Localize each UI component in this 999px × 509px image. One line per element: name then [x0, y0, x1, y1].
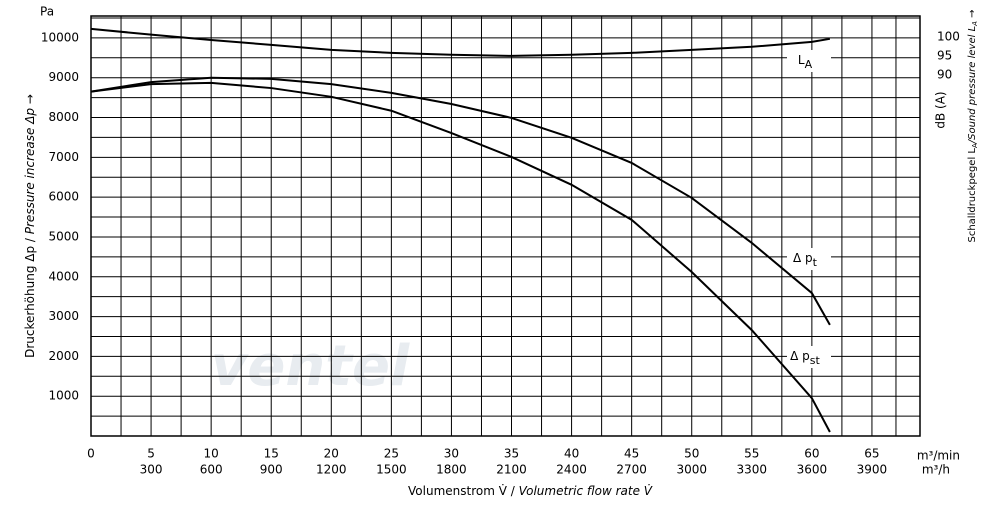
legend-name: Δ p [793, 251, 813, 265]
x-tick-label: 5 [147, 447, 155, 461]
x-label: Volumenstrom V̇ / Volumetric flow rate V… [408, 483, 653, 497]
y-tick-label: 9000 [48, 70, 79, 84]
x2-tick-label: 1500 [376, 463, 407, 477]
x2-tick-label: 1200 [316, 463, 347, 477]
x-tick-label: 60 [804, 447, 819, 461]
y-tick-label: 7000 [48, 150, 79, 164]
x-tick-label: 55 [744, 447, 759, 461]
legend-entry: Δ pt [793, 251, 818, 270]
x-tick-label: 45 [624, 447, 639, 461]
x-tick-label: 0 [87, 447, 95, 461]
plot-frame [90, 15, 921, 437]
y-tick-label: 5000 [48, 229, 79, 243]
y-tick-label: 1000 [48, 389, 79, 403]
x2-tick-label: 600 [200, 463, 223, 477]
y-unit: Pa [40, 5, 54, 19]
y-label: Druckerhöhung Δp / Pressure increase Δp … [23, 94, 37, 358]
label-bg [787, 248, 831, 270]
legend-entry: LA [798, 53, 813, 72]
legend-name: Δ p [790, 349, 810, 363]
x2-tick-label: 2400 [556, 463, 587, 477]
y2-tick-label: 90 [937, 67, 952, 81]
y-tick-label: 6000 [48, 190, 79, 204]
legend-entry: Δ pst [790, 349, 820, 368]
y-tick-label: 8000 [48, 110, 79, 124]
x-tick-label: 50 [684, 447, 699, 461]
x-tick-label: 25 [384, 447, 399, 461]
curve [90, 27, 831, 57]
y-tick-label: 4000 [48, 269, 79, 283]
x-tick-label: 30 [444, 447, 459, 461]
y2-tick-label: 95 [937, 48, 952, 62]
legend-subscript: t [813, 256, 818, 269]
x2-tick-label: 900 [260, 463, 283, 477]
legend-name: L [798, 53, 805, 67]
x2-tick-label: 3600 [797, 463, 828, 477]
curve [90, 76, 831, 326]
label-bg [787, 346, 831, 368]
x2-unit: m³/h [922, 463, 950, 477]
x2-tick-label: 3900 [857, 463, 888, 477]
label-bg [787, 50, 831, 72]
x-tick-label: 20 [324, 447, 339, 461]
x2-tick-label: 3000 [676, 463, 707, 477]
x-tick-label: 10 [204, 447, 219, 461]
x-tick-label: 40 [564, 447, 579, 461]
x2-tick-label: 2100 [496, 463, 527, 477]
y-tick-label: 10000 [41, 30, 79, 44]
x-tick-label: 65 [864, 447, 879, 461]
x2-tick-label: 2700 [616, 463, 647, 477]
legend-subscript: A [805, 58, 813, 71]
y2-label: Schalldruckpegel LA/Sound pressure level… [967, 9, 979, 242]
x-tick-label: 35 [504, 447, 519, 461]
x-unit: m³/min [917, 449, 960, 463]
y-tick-label: 2000 [48, 349, 79, 363]
watermark: ventel [211, 334, 410, 399]
x2-tick-label: 300 [140, 463, 163, 477]
x-tick-label: 15 [264, 447, 279, 461]
legend-subscript: st [810, 354, 821, 367]
y-tick-label: 3000 [48, 309, 79, 323]
x2-tick-label: 1800 [436, 463, 467, 477]
y2-unit: dB (A) [934, 91, 948, 128]
curve [90, 81, 831, 433]
y2-tick-label: 100 [937, 29, 960, 43]
x2-tick-label: 3300 [737, 463, 768, 477]
